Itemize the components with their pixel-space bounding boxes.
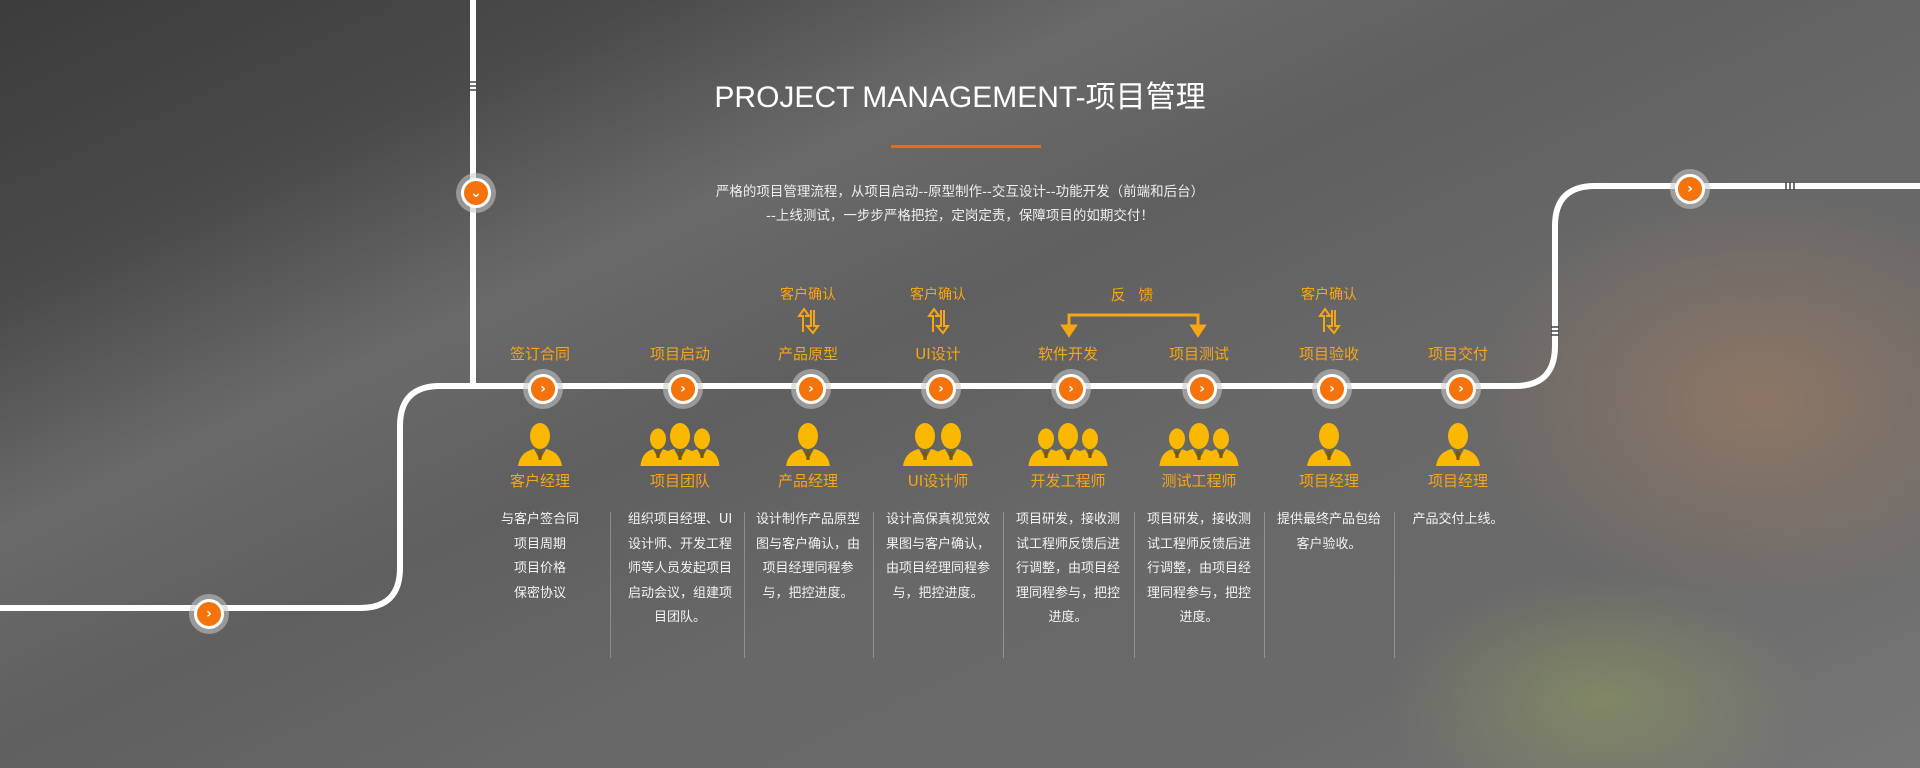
chevron-right-icon[interactable]: › (1317, 374, 1347, 404)
person-icon (475, 418, 605, 466)
chevron-right-icon[interactable]: › (194, 599, 224, 629)
customer-confirm-label: 客户确认 (910, 287, 966, 303)
step-description: 设计制作产品原型图与客户确认，由项目经理同程参与，把控进度。 (755, 512, 860, 601)
person-icon (743, 418, 873, 466)
page-title: PROJECT MANAGEMENT-项目管理 (714, 81, 1206, 114)
column-divider (610, 512, 611, 658)
chevron-right-icon[interactable]: › (796, 374, 826, 404)
step-description: 项目研发，接收测试工程师反馈后进行调整，由项目经理同程参与，把控进度。 (1146, 512, 1251, 625)
chevron-down-icon[interactable]: ⌄ (461, 178, 491, 208)
step-description: 设计高保真视觉效果图与客户确认，由项目经理同程参与，把控进度。 (885, 512, 990, 601)
stage-label: 签订合同 (509, 345, 570, 363)
stage-label: UI设计 (915, 345, 961, 363)
stage-label: 项目启动 (649, 345, 710, 363)
chevron-right-icon[interactable]: › (926, 374, 956, 404)
swap-arrows-icon (873, 306, 1003, 336)
subtitle-line-2: --上线测试，一步步严格把控，定岗定责，保障项目的如期交付！ (766, 208, 1154, 224)
team-icon (1003, 418, 1133, 466)
chevron-right-icon[interactable]: › (1446, 374, 1476, 404)
step-description: 组织项目经理、UI设计师、开发工程师等人员发起项目启动会议，组建项目团队。 (627, 512, 733, 625)
step-description: 产品交付上线。 (1412, 512, 1504, 527)
step-description: 项目研发，接收测试工程师反馈后进行调整，由项目经理同程参与，把控进度。 (1015, 512, 1120, 625)
swap-arrows-icon (743, 306, 873, 336)
column-divider (1003, 512, 1004, 658)
stage-label: 项目验收 (1298, 345, 1359, 363)
chevron-right-icon[interactable]: › (1187, 374, 1217, 404)
feedback-label: 反 馈 (1110, 286, 1158, 304)
person-icon (1264, 418, 1394, 466)
role-label: 客户经理 (509, 472, 570, 490)
chevron-right-icon[interactable]: › (1675, 174, 1705, 204)
role-label: 项目团队 (649, 472, 710, 490)
team-icon (873, 418, 1003, 466)
role-label: 项目经理 (1298, 472, 1359, 490)
column-divider (1264, 512, 1265, 658)
customer-confirm-label: 客户确认 (780, 287, 836, 303)
chevron-right-icon[interactable]: › (1056, 374, 1086, 404)
stage-label: 软件开发 (1037, 345, 1098, 363)
subtitle-line-1: 严格的项目管理流程，从项目启动--原型制作--交互设计--功能开发（前端和后台） (715, 184, 1205, 200)
customer-confirm-label: 客户确认 (1301, 287, 1357, 303)
role-label: 开发工程师 (1030, 472, 1106, 490)
stage-label: 项目测试 (1168, 345, 1229, 363)
title-underline (891, 145, 1041, 148)
column-divider (1393, 512, 1395, 658)
column-divider (873, 512, 874, 658)
role-label: UI设计师 (907, 472, 969, 490)
person-icon (1393, 418, 1523, 466)
column-divider (744, 512, 745, 658)
column-divider (1133, 512, 1135, 658)
team-icon (1134, 418, 1264, 466)
track-marker (469, 81, 1795, 336)
role-label: 测试工程师 (1161, 472, 1237, 490)
chevron-right-icon[interactable]: › (528, 374, 558, 404)
role-label: 产品经理 (777, 472, 838, 490)
swap-arrows-icon (1264, 306, 1394, 336)
feedback-bracket (1060, 313, 1207, 338)
role-label: 项目经理 (1427, 472, 1488, 490)
team-icon (615, 418, 745, 466)
stage-label: 项目交付 (1427, 345, 1488, 363)
stage-label: 产品原型 (777, 345, 838, 363)
step-description: 与客户签合同 项目周期 项目价格 保密协议 (500, 512, 579, 601)
step-description: 提供最终产品包给客户验收。 (1276, 512, 1381, 552)
chevron-right-icon[interactable]: › (668, 374, 698, 404)
